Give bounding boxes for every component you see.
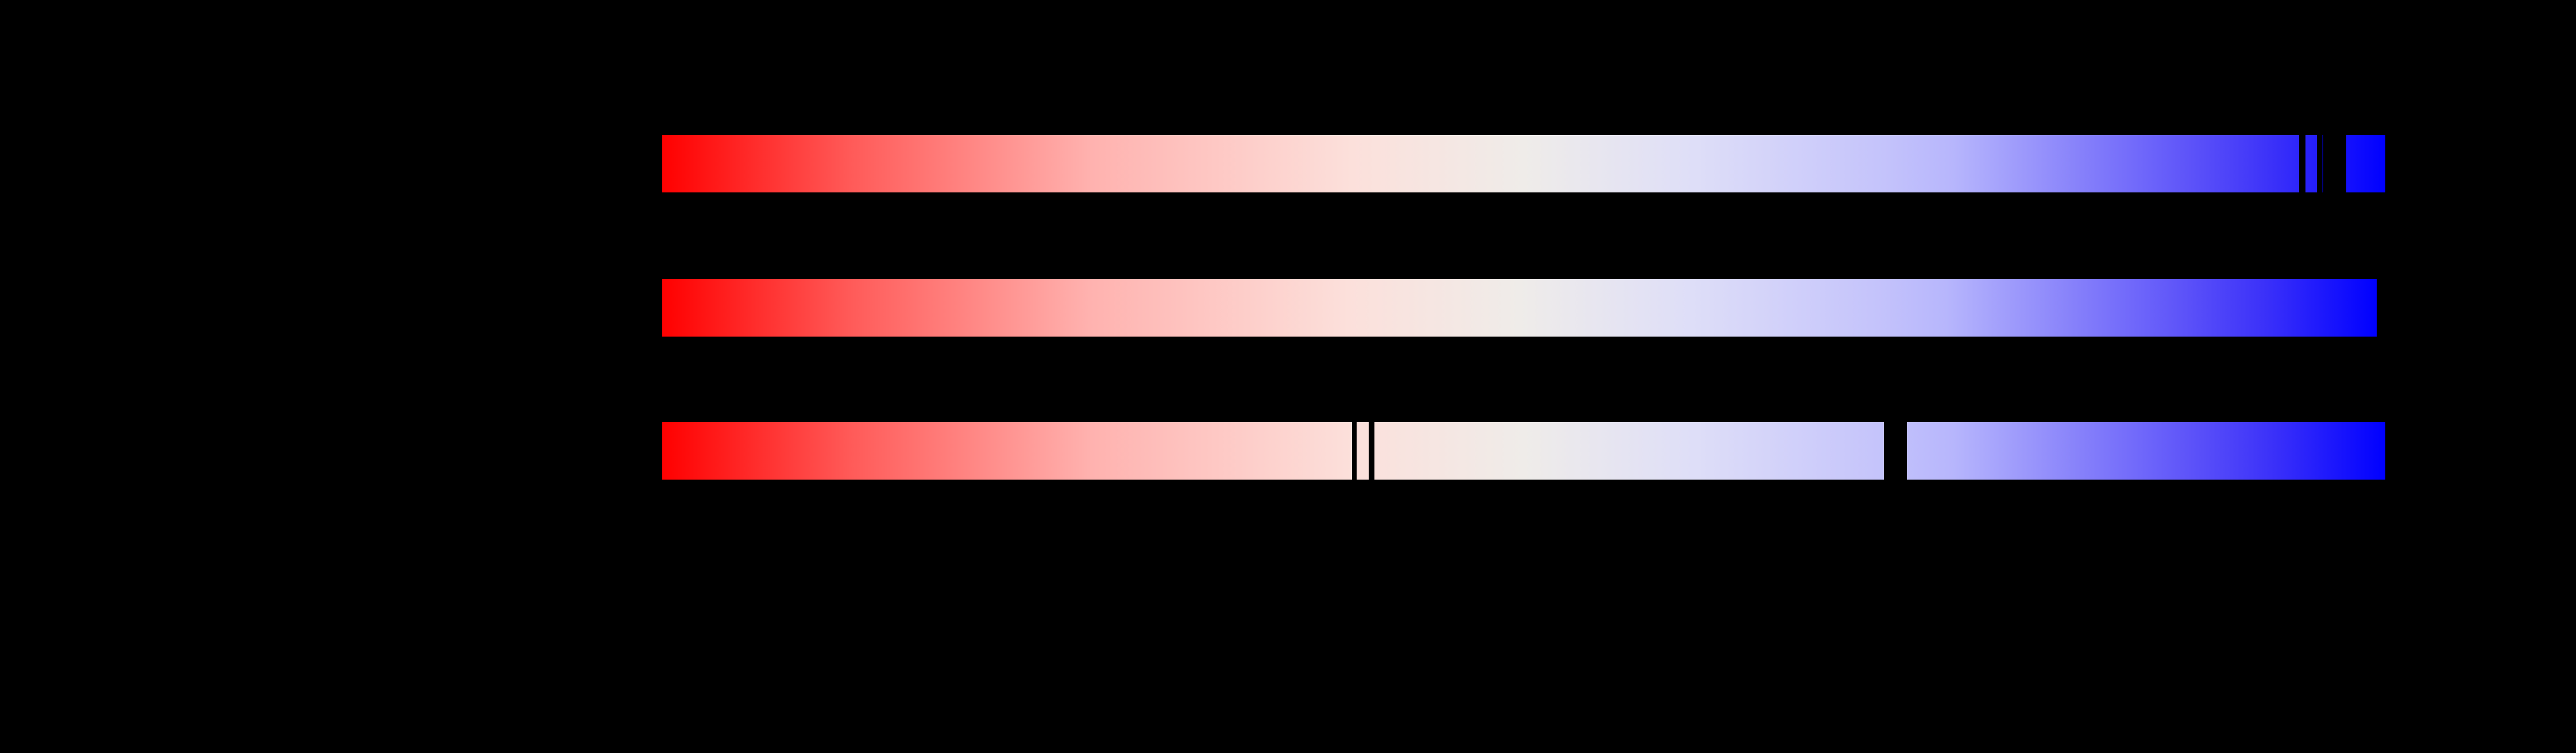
- missing-color-gap: [2317, 135, 2322, 192]
- missing-color-gap: [2299, 135, 2305, 192]
- navy-color-sliver: [2322, 135, 2323, 192]
- missing-color-gap: [1369, 422, 1374, 480]
- missing-color-gap: [2323, 135, 2346, 192]
- missing-color-gap: [1352, 422, 1357, 480]
- color-ramp-bar-ramp-3: [662, 422, 2385, 480]
- color-ramp-bar-ramp-1: [662, 135, 2385, 192]
- missing-color-gap: [1884, 422, 1907, 480]
- color-ramp-bar-ramp-2: [662, 279, 2377, 337]
